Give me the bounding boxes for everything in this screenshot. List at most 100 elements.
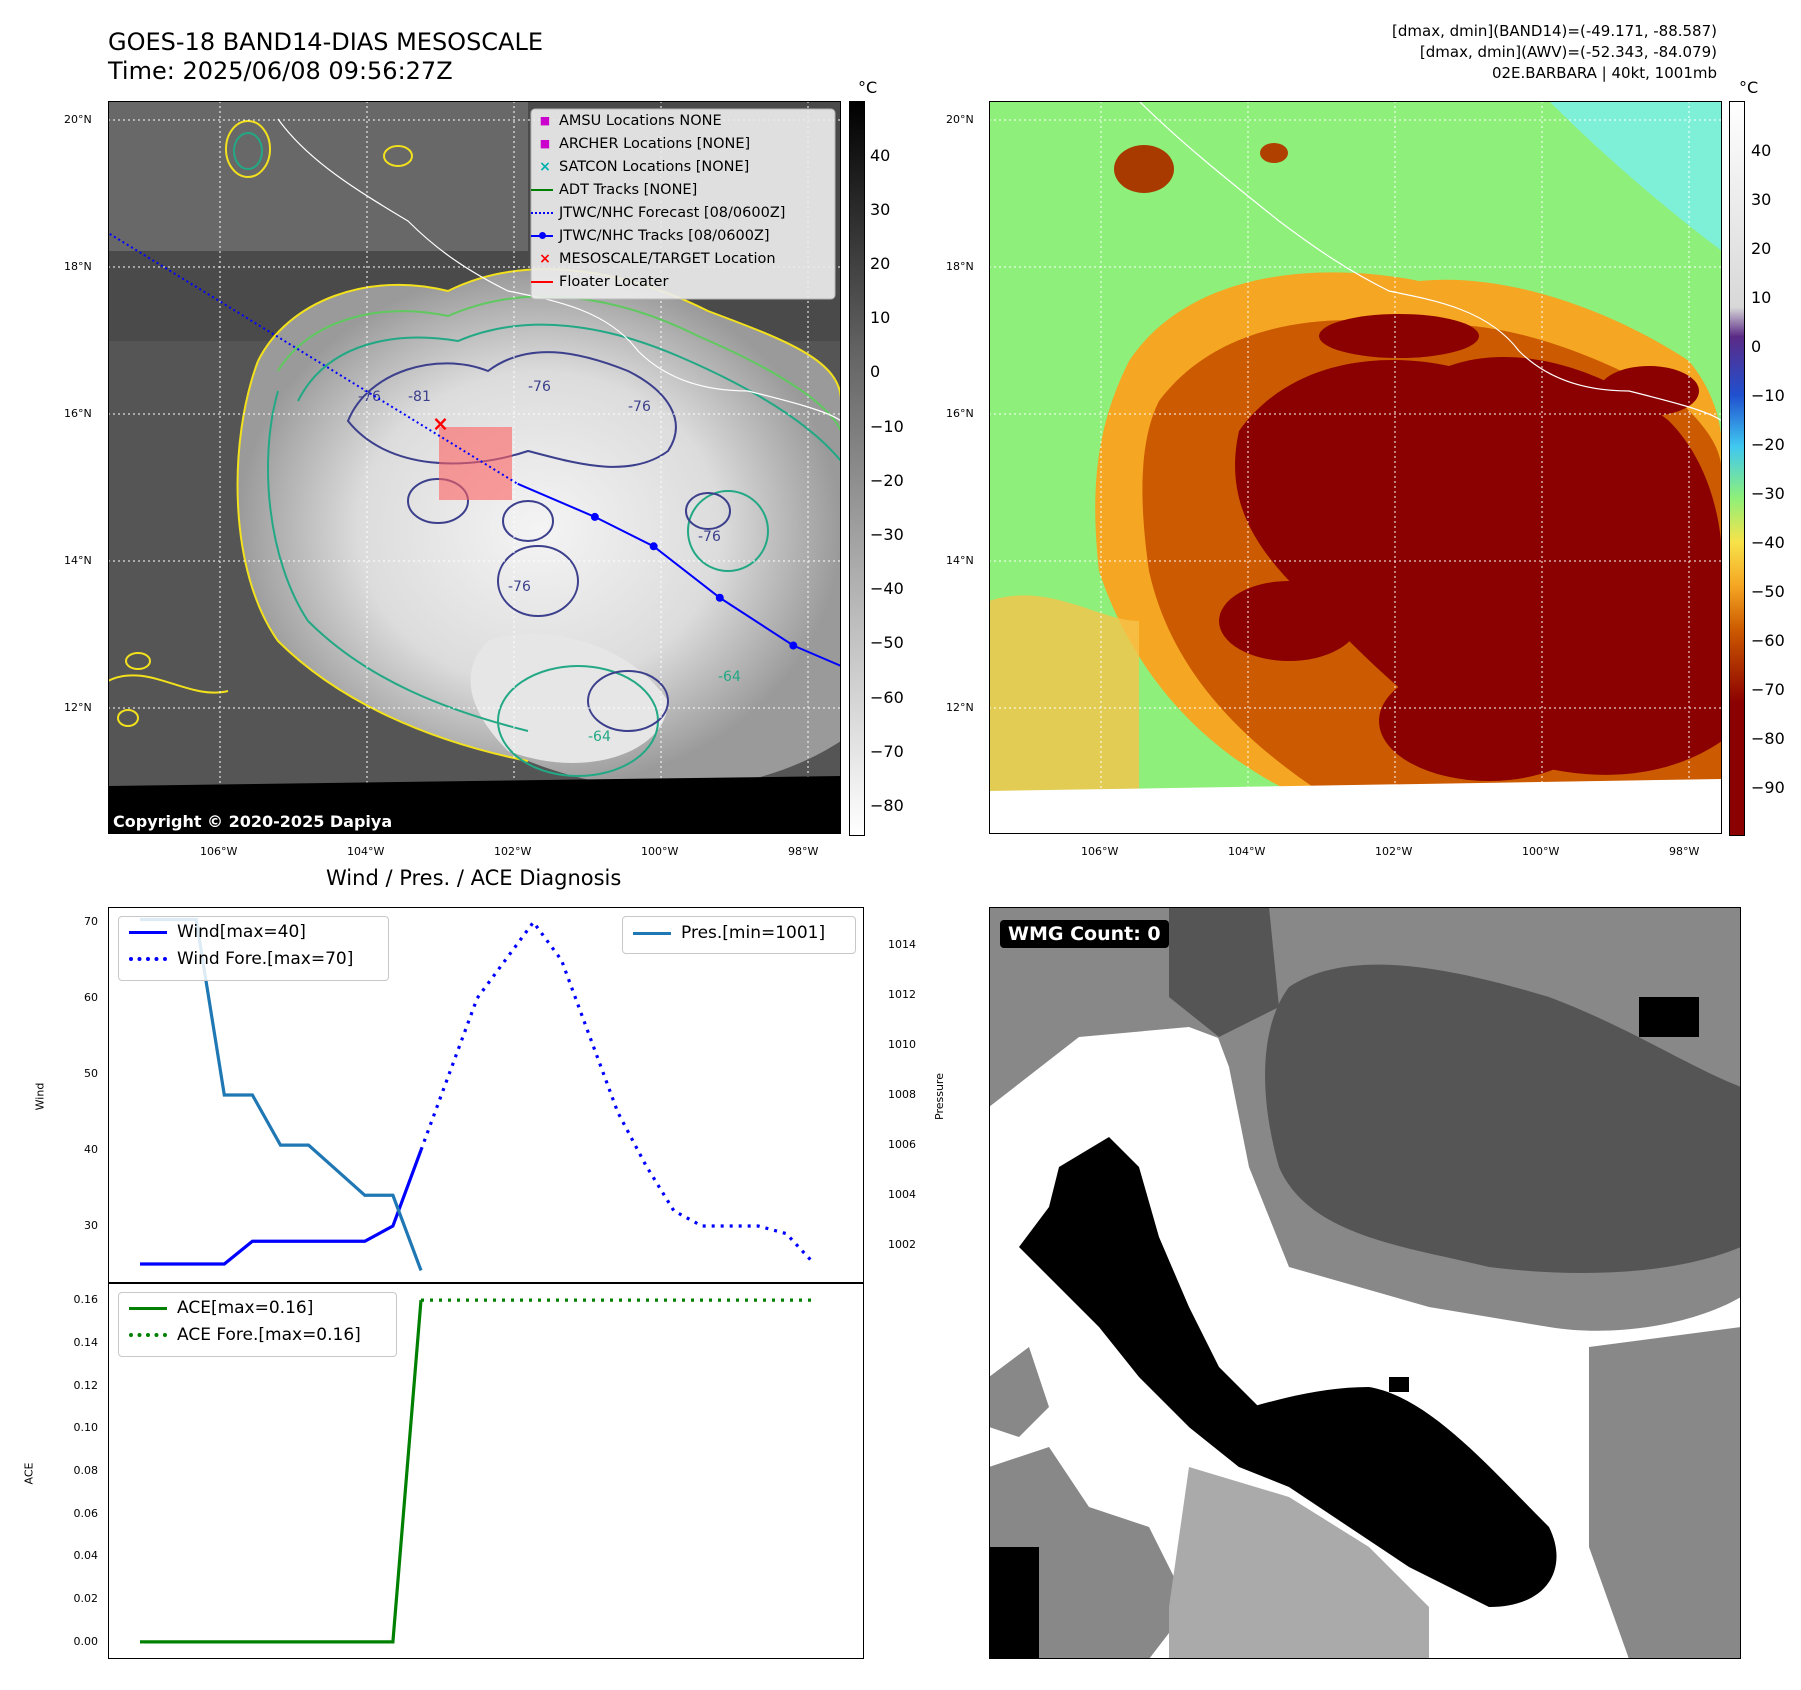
colorbar-tick: −80 bbox=[1751, 729, 1785, 748]
colorbar-tick: −30 bbox=[870, 525, 904, 544]
map-legend-entries: ■ AMSU Locations NONE ■ ARCHER Locations [… bbox=[531, 109, 835, 293]
axis-tick-label: 1008 bbox=[888, 1088, 916, 1101]
colorbar-tick: −80 bbox=[870, 796, 904, 815]
colorbar-tick: 40 bbox=[1751, 141, 1772, 160]
colorbar-tick: 0 bbox=[870, 362, 881, 381]
axis-tick-label: 40 bbox=[84, 1143, 98, 1157]
gridlines bbox=[989, 101, 1722, 834]
line-dot-icon bbox=[531, 231, 559, 241]
info-line-2: [dmax, dmin](AWV)=(-52.343, -84.079) bbox=[1419, 43, 1717, 61]
lon-label: 100°W bbox=[1522, 845, 1560, 858]
colorbar-unit: °C bbox=[1739, 78, 1759, 97]
cold-core bbox=[1235, 357, 1722, 775]
coastline bbox=[1138, 101, 1722, 422]
ace-axis-label: ACE bbox=[22, 1462, 36, 1485]
dotted-line-icon bbox=[129, 957, 167, 961]
ir-grayscale-map: -76 -81 -76 -76 -76 -76 -64 -64 × bbox=[108, 101, 841, 834]
axis-tick-label: 50 bbox=[84, 1067, 98, 1081]
axis-tick-label: 0.14 bbox=[73, 1335, 99, 1349]
colorbar-color bbox=[1729, 101, 1745, 836]
no-data-strip bbox=[989, 779, 1722, 834]
wind-axis-label: Wind bbox=[33, 1082, 47, 1111]
colorbar-tick: −40 bbox=[1751, 533, 1785, 552]
wmg-count-badge: WMG Count: 0 bbox=[1000, 920, 1169, 948]
colorbar-tick: −70 bbox=[870, 742, 904, 761]
diagnosis-title: Wind / Pres. / ACE Diagnosis bbox=[326, 866, 622, 890]
legend-label: Wind Fore.[max=70] bbox=[177, 949, 354, 969]
colorbar-tick: −60 bbox=[870, 688, 904, 707]
no-data-strip bbox=[108, 776, 841, 834]
series-line bbox=[140, 1149, 423, 1266]
wmg-panel bbox=[989, 907, 1741, 1659]
lon-label: 106°W bbox=[1081, 845, 1119, 858]
axis-tick-label: 0.16 bbox=[73, 1293, 99, 1307]
axis-tick-label: 30 bbox=[84, 1219, 98, 1233]
axis-tick-label: 1004 bbox=[888, 1188, 916, 1202]
lat-label: 16°N bbox=[64, 407, 92, 420]
line-icon bbox=[531, 188, 559, 191]
axis-tick-label: 1006 bbox=[888, 1138, 916, 1152]
floater-box bbox=[439, 427, 512, 500]
axis-tick-label: 60 bbox=[84, 991, 98, 1005]
legend-label: JTWC/NHC Forecast [08/0600Z] bbox=[559, 204, 786, 221]
track-line bbox=[517, 482, 841, 668]
legend-label: ARCHER Locations [NONE] bbox=[559, 135, 751, 152]
wmg-black-region bbox=[1019, 1137, 1289, 1467]
pressure-legend: Pres.[min=1001] bbox=[622, 916, 856, 954]
solid-line-icon bbox=[129, 1306, 167, 1310]
colorbar-tick: −40 bbox=[870, 579, 904, 598]
series-line bbox=[419, 919, 816, 1266]
track-point bbox=[715, 593, 724, 602]
colorbar-tick: −20 bbox=[1751, 435, 1785, 454]
contour-label: -76 bbox=[628, 399, 651, 415]
pressure-axis-label: Pressure bbox=[932, 1073, 946, 1120]
colorbar-tick: −50 bbox=[870, 633, 904, 652]
lon-label: 98°W bbox=[788, 845, 819, 858]
info-line-1: [dmax, dmin](BAND14)=(-49.171, -88.587) bbox=[1392, 22, 1717, 40]
legend-label: AMSU Locations NONE bbox=[559, 112, 722, 129]
track-point bbox=[789, 641, 798, 650]
legend-label: ADT Tracks [NONE] bbox=[559, 181, 698, 198]
x-marker-icon: × bbox=[539, 158, 551, 175]
lat-label: 14°N bbox=[64, 554, 92, 567]
x-marker-icon: × bbox=[539, 250, 551, 267]
lon-label: 104°W bbox=[347, 845, 385, 858]
wind-legend: Wind[max=40] Wind Fore.[max=70] bbox=[118, 916, 389, 981]
legend-label: JTWC/NHC Tracks [08/0600Z] bbox=[559, 227, 770, 244]
axis-tick-label: 1012 bbox=[888, 987, 916, 1001]
colorbar-tick: −50 bbox=[1751, 582, 1785, 601]
lon-label: 102°W bbox=[1375, 845, 1413, 858]
square-icon: ■ bbox=[539, 137, 551, 150]
legend-label: Wind[max=40] bbox=[177, 922, 306, 942]
legend-label: MESOSCALE/TARGET Location bbox=[559, 250, 776, 267]
contour-label: -76 bbox=[528, 379, 551, 395]
contour-label: -76 bbox=[358, 389, 381, 405]
copyright-text: Copyright © 2020-2025 Dapiya bbox=[113, 812, 393, 831]
track-points bbox=[590, 512, 798, 650]
axis-tick-label: 70 bbox=[84, 915, 98, 929]
lat-label: 16°N bbox=[946, 407, 974, 420]
cloud-mass bbox=[237, 269, 841, 789]
lon-label: 104°W bbox=[1228, 845, 1266, 858]
axis-tick-label: 0.00 bbox=[73, 1634, 99, 1648]
colorbar-tick: −60 bbox=[1751, 631, 1785, 650]
colorbar-tick: −90 bbox=[1751, 778, 1785, 797]
colorbar-tick: −20 bbox=[870, 471, 904, 490]
title-line-2: Time: 2025/06/08 09:56:27Z bbox=[108, 57, 453, 85]
ir-color-map bbox=[989, 101, 1722, 834]
axis-tick-label: 0.10 bbox=[73, 1421, 99, 1435]
colorbar-tick: 10 bbox=[1751, 288, 1772, 307]
colorbar-tick: 40 bbox=[870, 146, 891, 165]
ace-legend: ACE[max=0.16] ACE Fore.[max=0.16] bbox=[118, 1292, 397, 1357]
target-marker: × bbox=[432, 412, 449, 436]
legend-label: Floater Locater bbox=[559, 273, 669, 290]
lon-label: 98°W bbox=[1669, 845, 1700, 858]
lat-label: 14°N bbox=[946, 554, 974, 567]
axis-tick-label: 0.12 bbox=[73, 1378, 99, 1392]
lat-label: 12°N bbox=[946, 701, 974, 714]
colorbar-tick: 20 bbox=[1751, 239, 1772, 258]
legend-label: SATCON Locations [NONE] bbox=[559, 158, 750, 175]
lat-label: 20°N bbox=[946, 113, 974, 126]
colorbar-tick: 30 bbox=[1751, 190, 1772, 209]
lon-label: 106°W bbox=[200, 845, 238, 858]
